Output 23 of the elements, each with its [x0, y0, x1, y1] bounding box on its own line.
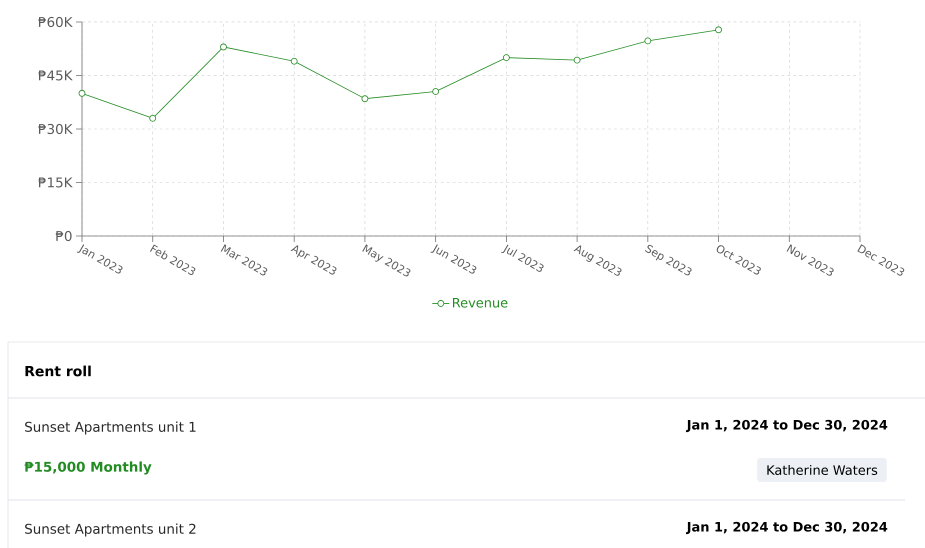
text: Katherine Waters [767, 464, 878, 475]
point [502, 54, 510, 62]
y-tick-label: ₱0 [56, 230, 72, 242]
point [220, 44, 227, 50]
y-tick-label: ₱30K [38, 124, 73, 134]
point [362, 95, 368, 102]
point [290, 58, 298, 65]
text: Sunset Apartments unit 2 [25, 523, 196, 536]
text: Sunset Apartments unit 1 [25, 421, 196, 434]
y-tick-label: ₱15K [38, 177, 73, 188]
point [149, 114, 156, 122]
point [574, 56, 580, 64]
point [78, 90, 86, 97]
point [715, 26, 722, 34]
point [432, 88, 440, 95]
text: Rent roll [25, 366, 91, 376]
point [644, 37, 652, 44]
legend-label: Revenue [452, 298, 508, 308]
y-tick-label: ₱60K [38, 16, 73, 28]
text: Jan 1, 2024 to Dec 30, 2024 [686, 420, 888, 432]
text: Jan 1, 2024 to Dec 30, 2024 [686, 522, 888, 534]
text: ₱15,000 Monthly [24, 461, 152, 475]
y-tick-label: ₱45K [38, 70, 73, 80]
